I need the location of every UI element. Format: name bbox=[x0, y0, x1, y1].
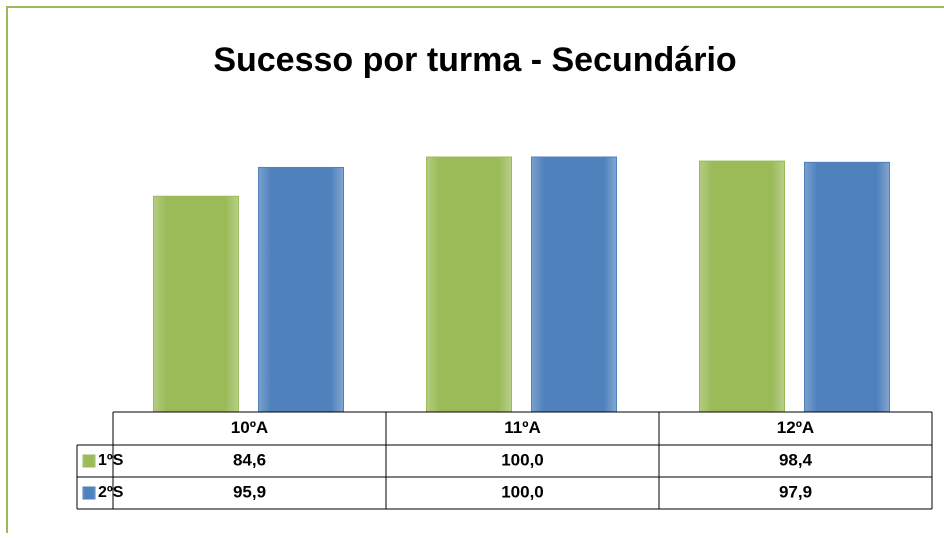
x-tick-label: 11ºA bbox=[504, 418, 540, 437]
bar bbox=[699, 160, 785, 413]
chart-title: Sucesso por turma - Secundário bbox=[213, 41, 736, 79]
legend-swatch bbox=[82, 486, 96, 500]
bar bbox=[531, 156, 617, 413]
data-label: 84,6 bbox=[233, 450, 266, 469]
bar bbox=[258, 166, 344, 413]
data-label: 98,4 bbox=[779, 450, 813, 469]
bar bbox=[804, 161, 890, 413]
x-tick-label: 10ºA bbox=[231, 418, 268, 437]
legend-label: 1ºS bbox=[98, 452, 124, 469]
bar bbox=[153, 195, 239, 413]
data-label: 100,0 bbox=[501, 450, 544, 469]
x-tick-label: 12ºA bbox=[777, 418, 814, 437]
data-label: 97,9 bbox=[779, 482, 812, 501]
data-label: 95,9 bbox=[233, 482, 266, 501]
bar bbox=[426, 156, 512, 413]
legend-label: 2ºS bbox=[98, 484, 124, 501]
legend-swatch bbox=[82, 454, 96, 468]
data-label: 100,0 bbox=[501, 482, 544, 501]
